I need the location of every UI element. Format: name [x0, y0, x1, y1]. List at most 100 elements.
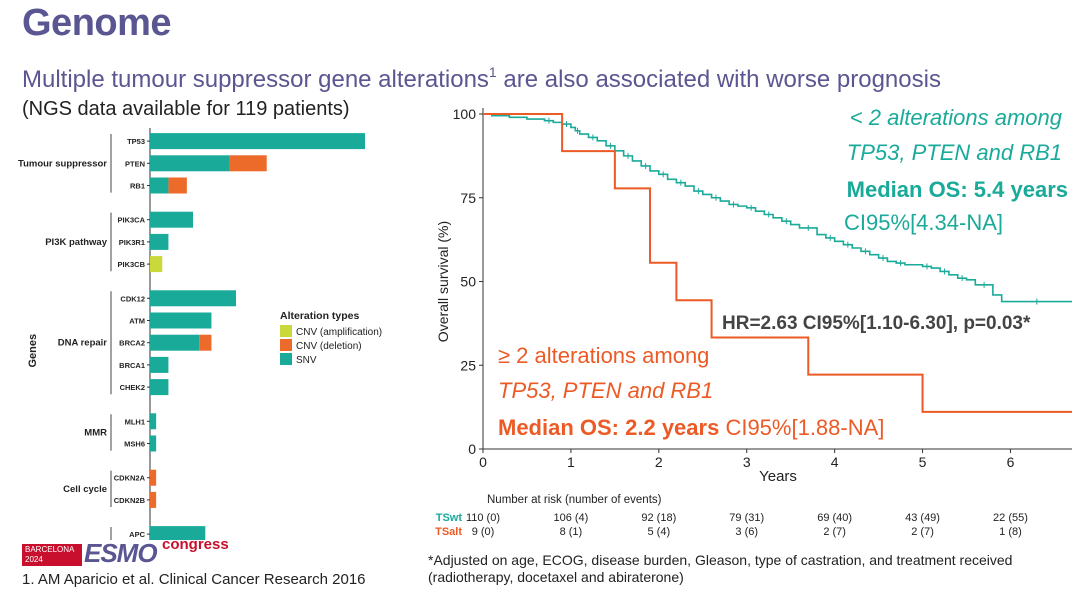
- slide-title: Genome: [22, 2, 172, 44]
- gene-label: TP53: [127, 137, 145, 146]
- bar-segment-snv: [150, 435, 157, 452]
- gene-label: PTEN: [125, 159, 145, 168]
- legend-swatch: [280, 325, 292, 337]
- footnote: *Adjusted on age, ECOG, disease burden, …: [428, 552, 1013, 585]
- risk-cell: 8 (1): [560, 526, 583, 538]
- km-y-axis-title: Overall survival (%): [435, 221, 451, 342]
- group-label: Tumour suppressor: [18, 158, 107, 169]
- km-x-tick-label: 5: [919, 454, 927, 470]
- km-y-tick-label: 75: [460, 190, 476, 206]
- km-x-tick-label: 0: [479, 454, 487, 470]
- km-y-tick-label: 100: [453, 106, 477, 122]
- gene-label: BRCA1: [119, 361, 145, 370]
- alt-annotation-genes: TP53, PTEN and RB1: [498, 378, 713, 403]
- gene-label: MSH6: [124, 440, 145, 449]
- subtitle-text: Multiple tumour suppressor gene alterati…: [22, 66, 489, 93]
- km-x-tick-label: 6: [1007, 454, 1015, 470]
- risk-cell: 110 (0): [466, 512, 500, 524]
- logo-congress: congress: [162, 536, 229, 553]
- wt-annotation-line1: < 2 alterations among: [850, 105, 1063, 130]
- alt-annotation-line1: ≥ 2 alterations among: [498, 343, 709, 368]
- risk-cell: 2 (7): [823, 526, 846, 538]
- km-curve-tsalt: [483, 113, 1072, 413]
- bar-segment-snv: [150, 526, 206, 540]
- group-label: PI3K pathway: [45, 237, 107, 248]
- km-x-axis-title: Years: [759, 468, 797, 485]
- gene-label: BRCA2: [119, 339, 145, 348]
- legend-swatch: [280, 339, 292, 351]
- risk-cell: 69 (40): [817, 512, 852, 524]
- logo-wordmark: ESMO: [84, 538, 158, 568]
- gene-label: PIK3CB: [117, 260, 145, 269]
- km-x-tick-label: 3: [743, 454, 751, 470]
- gene-label: MLH1: [125, 417, 145, 426]
- legend-title: Alteration types: [280, 310, 360, 322]
- bar-segment-snv: [150, 155, 230, 172]
- km-x-tick-label: 4: [831, 454, 839, 470]
- gene-label: PIK3CA: [117, 216, 145, 225]
- bar-segment-snv: [150, 312, 212, 329]
- bar-segment-cnv-deletion: [168, 177, 187, 194]
- risk-cell: 3 (6): [735, 526, 758, 538]
- bar-segment-snv: [150, 133, 365, 150]
- risk-cell: 9 (0): [472, 526, 495, 538]
- risk-cell: 2 (7): [911, 526, 934, 538]
- group-label: DNA repair: [58, 338, 108, 349]
- risk-cell: 106 (4): [553, 512, 588, 524]
- logo-city-block: BARCELONA 2024: [22, 544, 82, 566]
- legend-label: SNV: [296, 355, 317, 366]
- bar-segment-cnv-deletion: [229, 155, 267, 172]
- risk-cell: 1 (8): [999, 526, 1022, 538]
- bar-y-axis-title: Genes: [27, 334, 39, 368]
- slide-subtitle: Multiple tumour suppressor gene alterati…: [22, 64, 941, 94]
- risk-cell: 79 (31): [729, 512, 764, 524]
- gene-label: CHEK2: [120, 383, 145, 392]
- bar-segment-cnv-deletion: [150, 491, 157, 508]
- gene-label: CDKN2A: [114, 474, 146, 483]
- risk-cell: 92 (18): [641, 512, 676, 524]
- gene-label: PIK3R1: [119, 238, 145, 247]
- risk-cell: 22 (55): [993, 512, 1028, 524]
- risk-cell: 5 (4): [648, 526, 671, 538]
- hazard-ratio: HR=2.63 CI95%[1.10-6.30], p=0.03*: [722, 313, 1031, 334]
- subtitle-text-tail: are also associated with worse prognosis: [496, 66, 941, 93]
- alt-median-os: Median OS: 2.2 years CI95%[1.88-NA]: [498, 415, 884, 440]
- bar-segment-snv: [150, 379, 169, 396]
- bar-segment-snv: [150, 177, 169, 194]
- gene-label: RB1: [130, 182, 145, 191]
- gene-label: CDK12: [120, 294, 145, 303]
- bar-segment-cnv-deletion: [199, 334, 212, 351]
- km-y-tick-label: 0: [468, 441, 476, 457]
- bar-segment-snv: [150, 356, 169, 373]
- legend-label: CNV (deletion): [296, 341, 362, 352]
- km-y-tick-label: 50: [460, 274, 476, 290]
- legend-label: CNV (amplification): [296, 327, 382, 338]
- legend-swatch: [280, 353, 292, 365]
- gene-label: ATM: [129, 317, 145, 326]
- gene-label: CDKN2B: [114, 496, 146, 505]
- risk-table-title: Number at risk (number of events): [487, 494, 662, 506]
- km-y-tick-label: 25: [460, 357, 476, 373]
- bar-segment-snv: [150, 211, 193, 228]
- subtitle-footnote-mark: 1: [488, 64, 497, 80]
- risk-row-label: TSalt: [435, 526, 462, 538]
- km-curve-tswt: [483, 113, 1072, 303]
- risk-row-label: TSwt: [436, 512, 463, 524]
- bar-segment-snv: [150, 290, 236, 307]
- risk-cell: 43 (49): [905, 512, 940, 524]
- group-label: MMR: [84, 427, 107, 438]
- reference-citation: 1. AM Aparicio et al. Clinical Cancer Re…: [22, 571, 366, 588]
- wt-ci: CI95%[4.34-NA]: [844, 210, 1003, 235]
- bar-segment-snv: [150, 334, 200, 351]
- gene-label: APC: [129, 530, 145, 539]
- km-x-tick-label: 2: [655, 454, 663, 470]
- wt-median-os: Median OS: 5.4 years: [847, 177, 1068, 202]
- bar-segment-snv: [150, 413, 157, 430]
- km-x-tick-label: 1: [567, 454, 575, 470]
- alterations-bar-chart: Tumour suppressor PI3K pathway DNA repair M…: [18, 128, 382, 540]
- bar-segment-cnv-deletion: [150, 469, 157, 486]
- bar-segment-snv: [150, 233, 169, 250]
- wt-annotation-genes: TP53, PTEN and RB1: [847, 140, 1062, 165]
- ngs-note: (NGS data available for 119 patients): [22, 98, 350, 120]
